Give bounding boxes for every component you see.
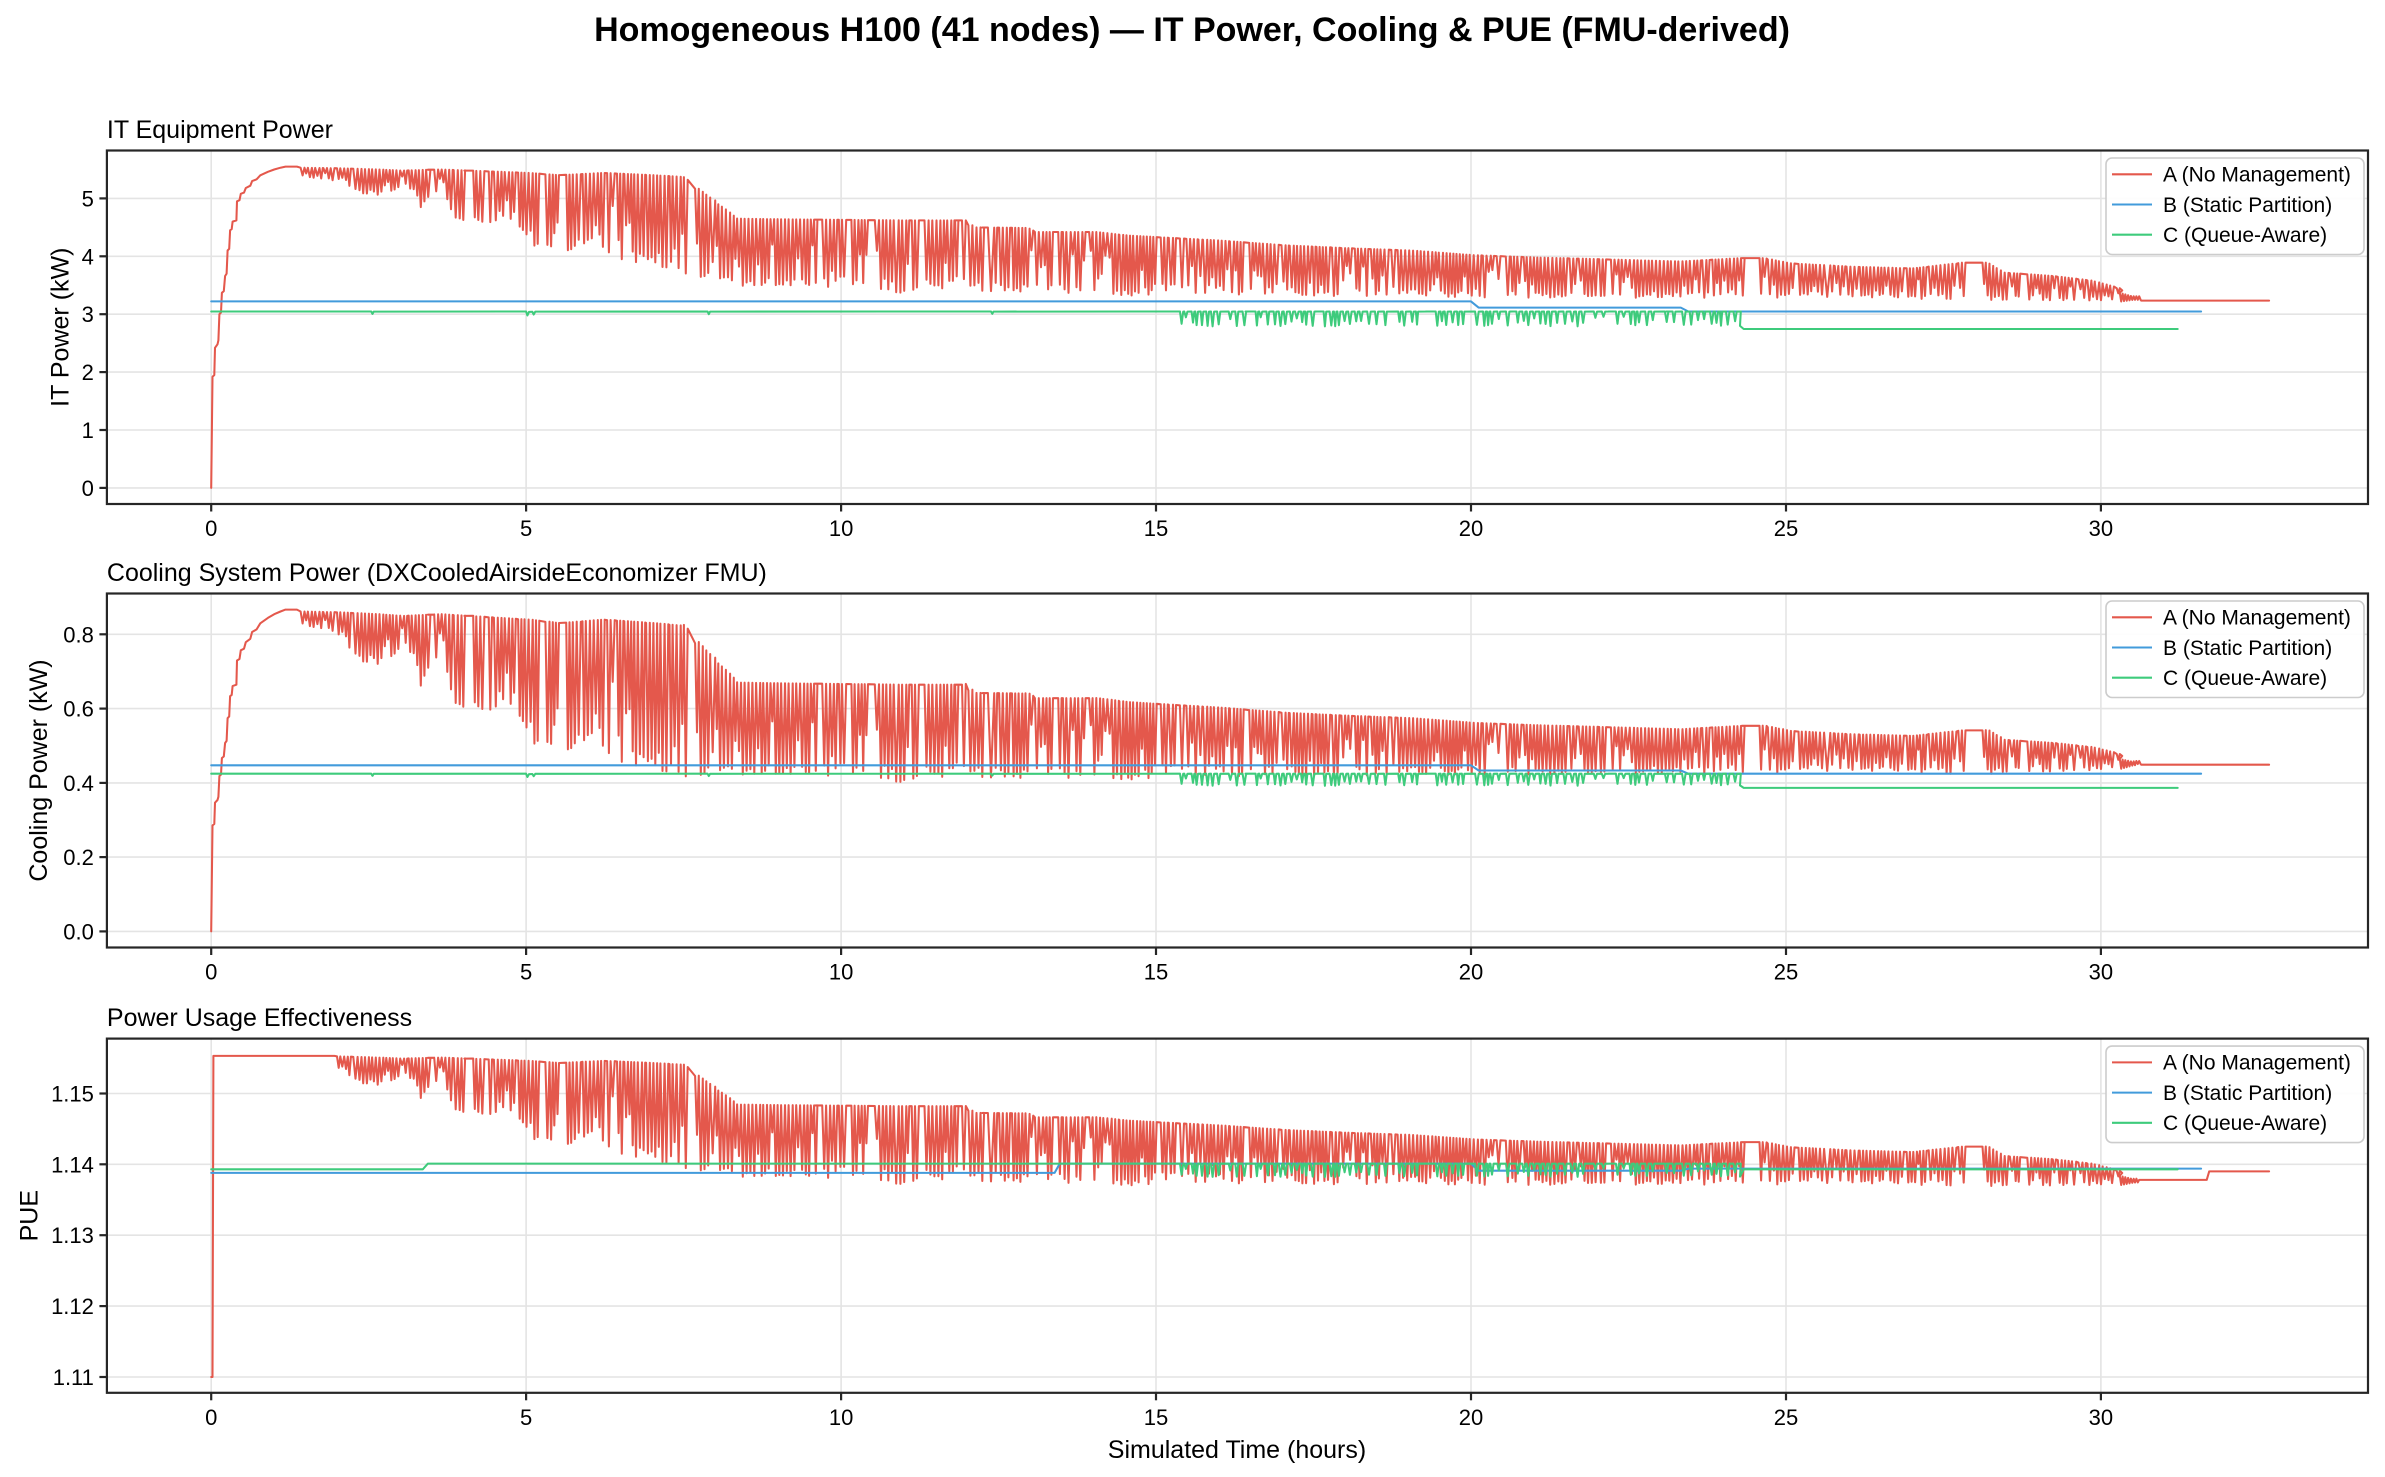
svg-text:15: 15 [1144,1405,1168,1430]
svg-text:Homogeneous H100 (41 nodes) —: Homogeneous H100 (41 nodes) — IT Power, … [594,11,1790,49]
svg-text:1.11: 1.11 [53,1365,94,1390]
svg-text:0.8: 0.8 [63,622,94,647]
svg-text:5: 5 [82,186,94,211]
svg-text:5: 5 [520,516,532,541]
svg-text:C (Queue-Aware): C (Queue-Aware) [2163,1112,2327,1135]
svg-text:B (Static Partition): B (Static Partition) [2163,194,2332,217]
svg-text:A (No Management): A (No Management) [2163,607,2351,630]
svg-text:20: 20 [1459,516,1483,541]
svg-text:Power Usage Effectiveness: Power Usage Effectiveness [107,1004,412,1032]
svg-text:20: 20 [1459,1405,1483,1430]
svg-text:C (Queue-Aware): C (Queue-Aware) [2163,224,2327,247]
svg-text:0: 0 [82,476,94,501]
svg-text:1.14: 1.14 [51,1152,94,1177]
svg-text:1: 1 [82,418,94,443]
svg-text:0.4: 0.4 [63,771,94,796]
svg-text:10: 10 [829,1405,853,1430]
svg-text:Cooling Power (kW): Cooling Power (kW) [25,659,53,881]
svg-text:1.15: 1.15 [51,1082,94,1107]
svg-text:0.2: 0.2 [63,845,94,870]
svg-text:0.0: 0.0 [63,919,94,944]
svg-text:25: 25 [1774,516,1798,541]
svg-text:0: 0 [205,1405,217,1430]
svg-text:2: 2 [82,360,94,385]
svg-text:C (Queue-Aware): C (Queue-Aware) [2163,667,2327,690]
svg-text:0.6: 0.6 [63,697,94,722]
svg-text:15: 15 [1144,960,1168,985]
svg-text:3: 3 [82,302,94,327]
svg-text:0: 0 [205,960,217,985]
svg-text:5: 5 [520,1405,532,1430]
svg-text:5: 5 [520,960,532,985]
svg-text:30: 30 [2089,516,2113,541]
svg-text:10: 10 [829,516,853,541]
svg-text:25: 25 [1774,960,1798,985]
svg-text:30: 30 [2089,960,2113,985]
svg-text:30: 30 [2089,1405,2113,1430]
svg-text:15: 15 [1144,516,1168,541]
svg-text:10: 10 [829,960,853,985]
svg-text:0: 0 [205,516,217,541]
svg-text:IT Power (kW): IT Power (kW) [47,248,75,407]
svg-text:Simulated Time (hours): Simulated Time (hours) [1108,1436,1366,1464]
svg-text:A (No Management): A (No Management) [2163,1052,2351,1075]
svg-text:20: 20 [1459,960,1483,985]
svg-text:4: 4 [82,244,94,269]
svg-text:1.13: 1.13 [51,1223,94,1248]
svg-text:PUE: PUE [16,1190,44,1241]
svg-text:A (No Management): A (No Management) [2163,164,2351,187]
svg-text:B (Static Partition): B (Static Partition) [2163,1082,2332,1105]
svg-text:1.12: 1.12 [51,1294,94,1319]
svg-text:Cooling System Power (DXCooled: Cooling System Power (DXCooledAirsideEco… [107,559,767,587]
svg-text:B (Static Partition): B (Static Partition) [2163,637,2332,660]
svg-text:25: 25 [1774,1405,1798,1430]
svg-text:IT Equipment Power: IT Equipment Power [107,116,333,144]
